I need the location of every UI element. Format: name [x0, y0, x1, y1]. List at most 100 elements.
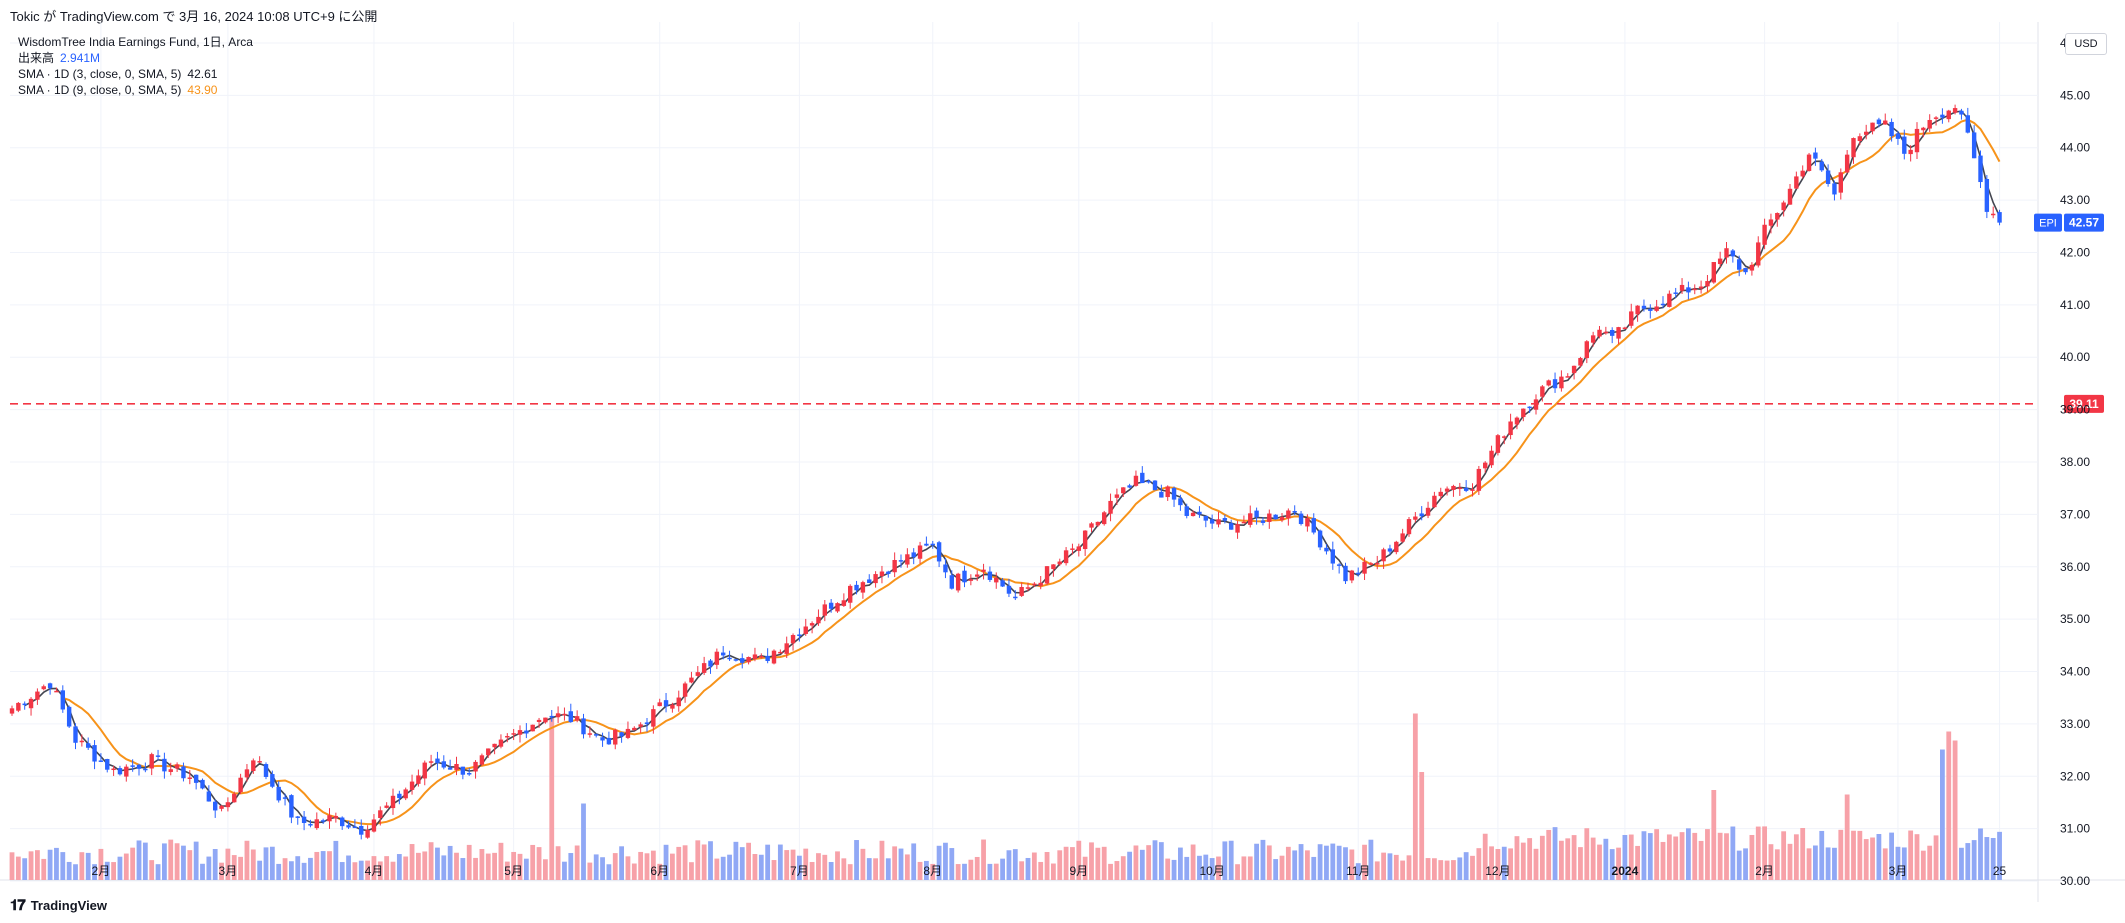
time-tick-label: 6月 [650, 864, 669, 878]
candle-body [1432, 495, 1437, 508]
legend-volume: 出来高 2.941M [18, 50, 253, 66]
volume-bar [638, 851, 644, 880]
volume-bar [1330, 843, 1336, 880]
volume-bar [104, 861, 110, 880]
volume-bar [504, 861, 510, 880]
volume-bar [1635, 845, 1640, 880]
price-chart[interactable]: 39.11 30.00 31.00 32.00 33.00 34.00 35.00 36.0… [0, 22, 2125, 902]
volume-bar [1908, 830, 1914, 880]
candle-body [625, 728, 631, 738]
candle-body [1635, 305, 1640, 315]
volume-bar [79, 852, 85, 880]
volume-bar [1743, 848, 1748, 880]
volume-bar [1965, 843, 1971, 880]
candle-body [1806, 154, 1812, 171]
sma3-series [24, 110, 2001, 832]
time-tick-label: 2月 [1755, 864, 1774, 878]
volume-bar [1298, 844, 1304, 880]
volume-bar [714, 858, 720, 880]
candle-body [1152, 480, 1158, 491]
volume-bar [670, 853, 675, 880]
volume-bar [1152, 840, 1158, 880]
volume-bar [1470, 855, 1475, 880]
volume-bar [1914, 834, 1920, 880]
volume-bar [1762, 826, 1767, 880]
candle-body [206, 791, 212, 802]
volume-bar [1343, 847, 1348, 880]
candle-body [1241, 521, 1247, 524]
volume-bar [612, 853, 618, 880]
volume-bar [708, 841, 713, 880]
volume-bar [1825, 847, 1831, 880]
volume-bar [898, 848, 904, 880]
volume-bar [936, 845, 942, 880]
candle-body [987, 571, 993, 580]
candle-body [219, 805, 224, 809]
candle-body [1006, 585, 1012, 594]
candle-body [1502, 436, 1507, 438]
volume-bar [111, 862, 116, 880]
price-tick-label: 43.00 [2060, 193, 2090, 207]
candle-body [1825, 170, 1831, 184]
candle-body [1013, 596, 1018, 599]
candle-body [435, 758, 440, 764]
volume-bar [784, 850, 790, 880]
volume-bar [1711, 790, 1717, 880]
candle-body [873, 574, 878, 584]
volume-bar [701, 844, 707, 880]
volume-bar [1609, 849, 1615, 880]
price-tick-label: 40.00 [2060, 350, 2090, 364]
candle-body [359, 825, 364, 835]
candle-body [1959, 110, 1964, 115]
volume-bar [1324, 845, 1329, 880]
volume-bar [593, 854, 599, 880]
volume-bar [809, 861, 815, 880]
footer-brand[interactable]: 𝟏𝟕 TradingView [10, 897, 107, 914]
candle-body [1165, 486, 1170, 498]
publish-line: Tokic が TradingView.com で 3月 16, 2024 10… [10, 9, 378, 24]
time-tick-label: 5月 [504, 864, 523, 878]
volume-bar [1686, 828, 1691, 880]
candle-body [1603, 331, 1609, 334]
volume-bar [1057, 850, 1063, 880]
volume-bar [352, 862, 358, 880]
candle-body [1178, 498, 1183, 506]
currency-badge[interactable]: USD [2065, 33, 2107, 55]
price-tick-label: 42.00 [2060, 245, 2090, 259]
volume-bar [1235, 864, 1240, 880]
candle-body [1089, 523, 1094, 528]
volume-bar [1203, 854, 1209, 880]
candle-body [1730, 250, 1736, 257]
volume-bar [1266, 845, 1272, 880]
candle-body [1775, 213, 1780, 220]
volume-bar [771, 860, 777, 880]
volume-bar [276, 863, 282, 880]
candle-body [1044, 566, 1050, 584]
candle-body [1832, 183, 1837, 195]
volume-bar [968, 859, 974, 880]
volume-bar [1101, 846, 1107, 880]
volume-bar [301, 862, 307, 880]
volume-bar [1241, 856, 1247, 880]
candle-body [1336, 564, 1342, 566]
volume-bar [1959, 847, 1964, 880]
chart-area[interactable]: 39.11 30.00 31.00 32.00 33.00 34.00 35.00 36.0… [0, 22, 2125, 902]
volume-bar [974, 856, 980, 880]
volume-bar [441, 855, 447, 880]
candle-body [1483, 462, 1488, 469]
candle-body [1140, 472, 1145, 484]
volume-bar [1158, 842, 1164, 880]
candle-body [638, 724, 643, 727]
candle-body [346, 825, 351, 828]
volume-bar [949, 848, 955, 880]
volume-bar [1641, 831, 1647, 880]
candle-body [721, 652, 726, 656]
candle-body [168, 769, 173, 772]
volume-bar [460, 858, 466, 880]
candle-body [613, 729, 618, 745]
candle-body [92, 745, 97, 762]
candle-body [784, 643, 789, 654]
volume-bar [777, 844, 783, 880]
volume-bar [1209, 858, 1215, 880]
candle-body [562, 713, 567, 716]
